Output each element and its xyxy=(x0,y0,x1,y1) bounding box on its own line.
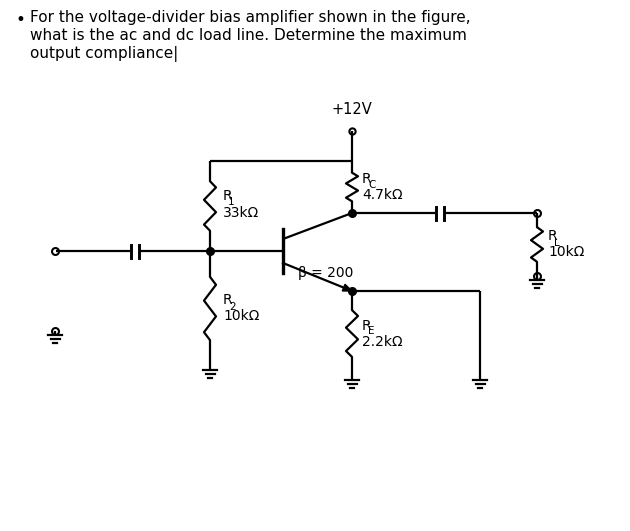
Text: 4.7kΩ: 4.7kΩ xyxy=(362,188,403,202)
Text: 33kΩ: 33kΩ xyxy=(223,206,260,220)
Text: R: R xyxy=(548,229,558,244)
Text: β = 200: β = 200 xyxy=(298,266,353,280)
Text: 10kΩ: 10kΩ xyxy=(548,245,585,260)
Text: 10kΩ: 10kΩ xyxy=(223,310,260,323)
Text: 1: 1 xyxy=(228,197,234,207)
Polygon shape xyxy=(342,284,352,291)
Text: •: • xyxy=(16,11,26,29)
Text: R: R xyxy=(223,294,232,307)
Text: R: R xyxy=(362,172,372,186)
Text: 2: 2 xyxy=(229,302,236,312)
Text: +12V: +12V xyxy=(331,102,372,117)
Text: For the voltage-divider bias amplifier shown in the figure,: For the voltage-divider bias amplifier s… xyxy=(30,10,471,25)
Text: output compliance|: output compliance| xyxy=(30,46,178,62)
Text: E: E xyxy=(368,327,374,337)
Text: C: C xyxy=(368,180,375,190)
Text: R: R xyxy=(362,319,372,332)
Text: what is the ac and dc load line. Determine the maximum: what is the ac and dc load line. Determi… xyxy=(30,28,467,43)
Text: 2.2kΩ: 2.2kΩ xyxy=(362,335,403,348)
Text: L: L xyxy=(554,237,559,247)
Text: R: R xyxy=(223,189,232,203)
